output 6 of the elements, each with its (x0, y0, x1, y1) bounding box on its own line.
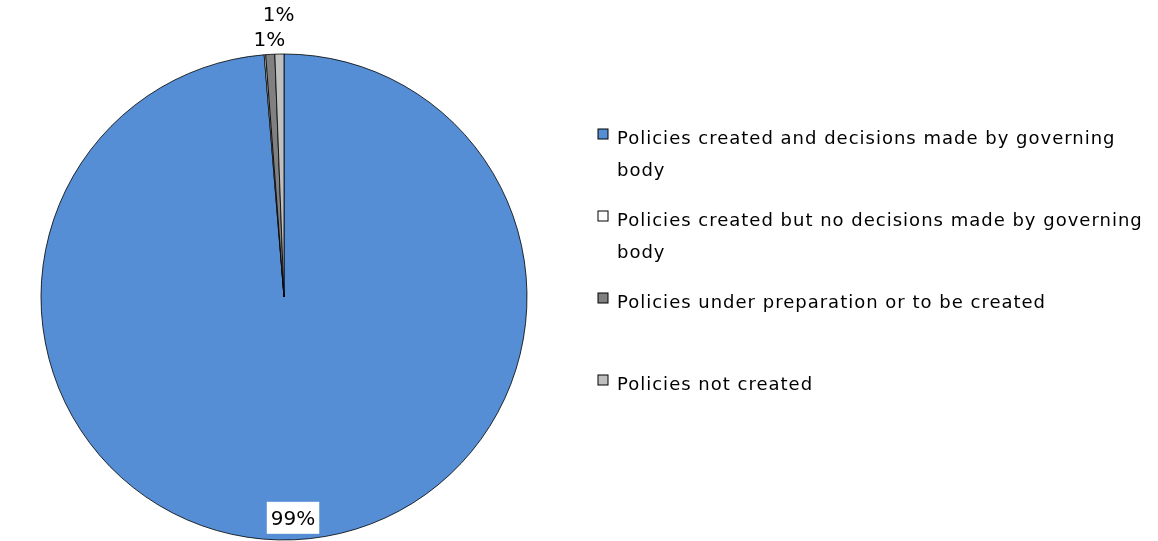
data-label: 1% (262, 2, 295, 27)
legend-label: Policies created but no decisions made by governing body (617, 209, 1143, 262)
data-label: 1% (253, 27, 286, 52)
legend-label: Policies not created (617, 373, 814, 394)
legend-label: Policies created and decisions made by governing body (617, 127, 1116, 180)
legend-label: Policies under preparation or to be created (617, 291, 1047, 312)
